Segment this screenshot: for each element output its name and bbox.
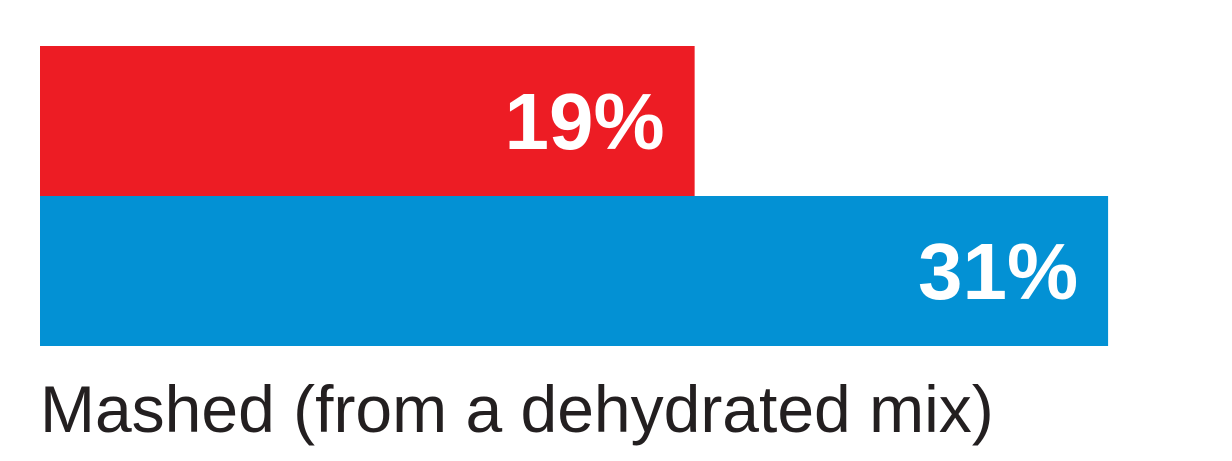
- bar-2: [40, 196, 1109, 346]
- bars-layer: [40, 46, 1109, 346]
- bar-1-value-label: 19%: [505, 77, 665, 166]
- value-labels-layer: 19% 31%: [505, 77, 1079, 316]
- bar-2-value-label: 31%: [918, 227, 1078, 316]
- category-label: Mashed (from a dehydrated mix): [40, 372, 994, 446]
- bar-1: [40, 46, 695, 196]
